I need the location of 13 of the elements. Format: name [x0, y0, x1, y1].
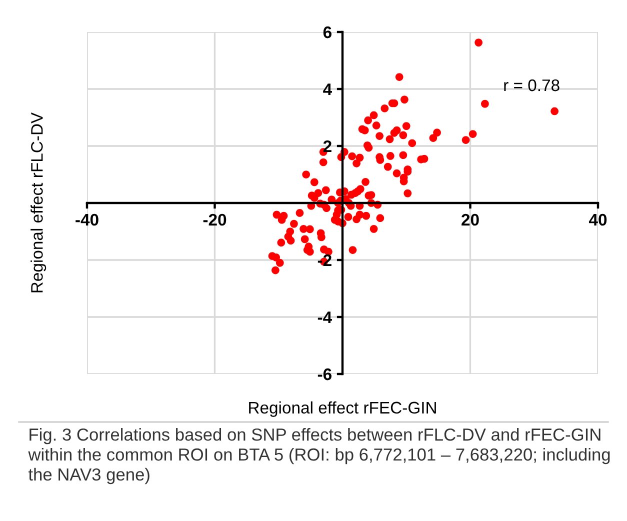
x-tick-label: 40 — [588, 214, 607, 226]
y-axis-title: Regional effect rFLC-DV — [30, 112, 46, 292]
y-tick-label: -4 — [318, 312, 332, 324]
x-tick-label: 20 — [462, 214, 479, 226]
y-tick-label: -6 — [318, 368, 332, 380]
caption: Fig. 3 Correlations based on SNP effects between rFLC-DV and rFEC-GIN within the common ROI on BTA 5 (ROI: bp 6,772,101 – 7,683,220; including the NAV3 gene) — [28, 428, 610, 484]
x-tick-label: -20 — [203, 214, 226, 226]
y-tick-label: 4 — [323, 84, 332, 96]
y-tick-label: 2 — [323, 140, 332, 152]
x-axis-title: Regional effect rFEC-GIN — [249, 401, 436, 417]
x-tick-label: -40 — [76, 214, 98, 226]
annotation: r = 0.78 — [504, 79, 560, 92]
y-tick-label: 6 — [323, 26, 332, 38]
